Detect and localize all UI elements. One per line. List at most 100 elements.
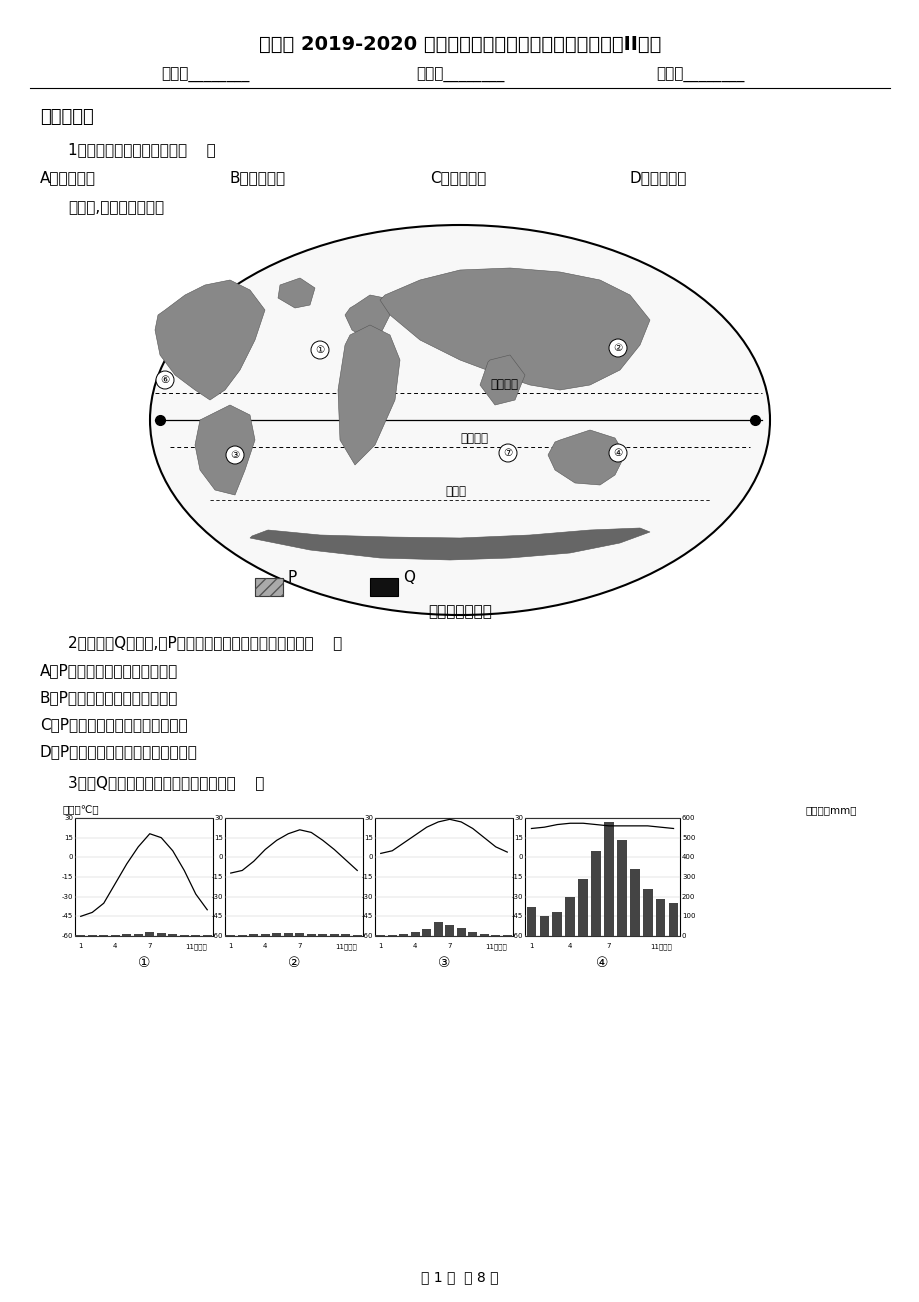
Text: 11（月）: 11（月） [335,943,357,949]
Ellipse shape [150,225,769,615]
Text: B．冬冷夏热: B．冬冷夏热 [230,171,286,185]
Polygon shape [380,268,650,391]
Bar [238,935,246,936]
Text: -60: -60 [361,934,372,939]
Text: 一、选择题: 一、选择题 [40,108,94,126]
Text: ⑦: ⑦ [503,448,512,458]
Bar [261,934,269,936]
Text: 7: 7 [606,943,610,949]
Text: -15: -15 [62,874,73,880]
Text: D．P气候区气温低是因为人类活动少: D．P气候区气温低是因为人类活动少 [40,743,198,759]
Text: ④: ④ [596,956,608,970]
Text: D．乌云密布: D．乌云密布 [630,171,686,185]
Text: 15: 15 [514,835,522,841]
Bar [630,870,639,936]
Text: 降水量（mm）: 降水量（mm） [805,805,857,815]
Text: 11（月）: 11（月） [649,943,671,949]
Text: ②: ② [288,956,300,970]
Text: 成绩：________: 成绩：________ [655,68,743,83]
Bar [145,932,153,936]
Bar [399,935,408,936]
Bar [157,932,165,936]
Text: 0: 0 [518,854,522,861]
Text: C．风和日丽: C．风和日丽 [429,171,486,185]
Text: 30: 30 [364,815,372,822]
Bar [353,935,361,936]
Text: 200: 200 [681,893,695,900]
Text: 姓名：________: 姓名：________ [161,68,249,83]
Text: -45: -45 [62,913,73,919]
Bar [255,578,283,596]
Text: -45: -45 [511,913,522,919]
Circle shape [311,341,329,359]
Text: 4: 4 [113,943,118,949]
Bar [122,935,130,936]
Text: -30: -30 [62,893,73,900]
Polygon shape [480,355,525,405]
Text: ③: ③ [230,450,239,460]
Bar [539,917,549,936]
Polygon shape [250,529,650,560]
Text: -60: -60 [511,934,522,939]
Text: 0: 0 [369,854,372,861]
Bar [422,930,431,936]
Bar [480,935,488,936]
Bar [180,935,188,936]
Text: 南回归线: 南回归线 [460,432,487,445]
Bar [468,932,477,936]
Text: -15: -15 [361,874,372,880]
Text: 500: 500 [681,835,695,841]
Text: A．P气候区气温低是因为纬度高: A．P气候区气温低是因为纬度高 [40,663,178,678]
Polygon shape [195,405,255,495]
Text: ①: ① [315,345,324,355]
Circle shape [226,447,244,464]
Text: -30: -30 [511,893,522,900]
Text: 0: 0 [681,934,686,939]
Text: 7: 7 [297,943,301,949]
Bar [551,913,562,936]
Circle shape [608,444,627,462]
Text: 11（月）: 11（月） [484,943,506,949]
Text: 气温（℃）: 气温（℃） [62,805,99,815]
Text: 0: 0 [68,854,73,861]
Text: 4: 4 [263,943,267,949]
Bar [525,818,679,936]
Circle shape [156,371,174,389]
Text: -30: -30 [211,893,222,900]
Bar [617,840,626,936]
Bar [255,578,283,596]
Bar [225,818,363,936]
Bar [295,934,304,936]
Text: 3．与Q气候区气候类型对应正确的是（    ）: 3．与Q气候区气候类型对应正确的是（ ） [68,775,264,790]
Bar [284,932,292,936]
Text: 600: 600 [681,815,695,822]
Bar [369,578,398,596]
Text: C．P气候区气温高是因为降水丰富: C．P气候区气温高是因为降水丰富 [40,717,187,732]
Bar [642,889,652,936]
Bar [604,822,613,936]
Text: 400: 400 [681,854,695,861]
Polygon shape [278,279,314,309]
Bar [318,935,327,936]
Text: 7: 7 [147,943,152,949]
Polygon shape [154,280,265,400]
Text: 1．下列词语表示气候的是（    ）: 1．下列词语表示气候的是（ ） [68,142,216,158]
Text: 7: 7 [447,943,451,949]
Text: B．P气候区气温低是因为海拔低: B．P气候区气温低是因为海拔低 [40,690,178,704]
Bar [75,818,213,936]
Text: ⑥: ⑥ [160,375,169,385]
Bar [375,818,513,936]
Bar [668,902,677,936]
Text: 30: 30 [514,815,522,822]
Text: 1: 1 [528,943,533,949]
Bar [341,935,350,936]
Text: 0: 0 [219,854,222,861]
Text: P: P [288,569,297,585]
Bar [565,897,574,936]
Text: 4: 4 [567,943,572,949]
Text: -15: -15 [211,874,222,880]
Text: 300: 300 [681,874,695,880]
Text: 15: 15 [364,835,372,841]
Text: -15: -15 [511,874,522,880]
Bar [168,935,176,936]
